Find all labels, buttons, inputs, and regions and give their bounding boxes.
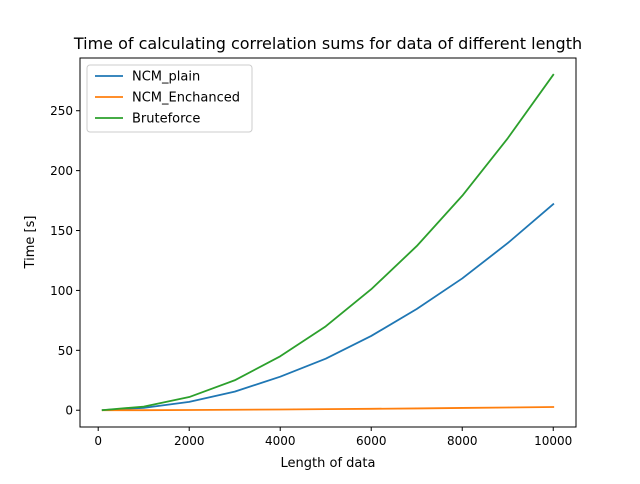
y-tick-label: 50 xyxy=(58,344,73,358)
plot-area-frame xyxy=(79,57,577,428)
y-axis-ticks: 0 50 100 150 200 250 xyxy=(50,104,80,418)
x-axis-ticks: 0 2000 4000 6000 8000 10000 xyxy=(94,427,572,448)
legend-label: Bruteforce xyxy=(132,112,200,127)
legend-box xyxy=(86,64,253,133)
x-tick-label: 2000 xyxy=(174,434,205,448)
y-axis-label: Time [s] xyxy=(23,216,38,270)
y-tick-label: 150 xyxy=(50,224,73,238)
series-line-ncm-enchanced xyxy=(101,406,555,412)
plot-series xyxy=(101,73,555,412)
legend-label: NCM_Enchanced xyxy=(132,91,240,106)
x-tick-label: 8000 xyxy=(447,434,478,448)
y-tick-label: 250 xyxy=(50,104,73,118)
y-tick-label: 200 xyxy=(50,164,73,178)
x-tick-label: 4000 xyxy=(265,434,296,448)
series-line-bruteforce xyxy=(101,73,555,412)
x-axis-label: Length of data xyxy=(281,456,376,471)
x-tick-label: 10000 xyxy=(534,434,572,448)
y-tick-label: 100 xyxy=(50,284,73,298)
series-line-ncm-plain xyxy=(101,202,555,412)
legend-label: NCM_plain xyxy=(132,70,200,85)
x-tick-label: 6000 xyxy=(356,434,387,448)
x-tick-label: 0 xyxy=(94,434,102,448)
y-tick-label: 0 xyxy=(65,404,73,418)
chart-legend: NCM_plain NCM_Enchanced Bruteforce xyxy=(86,64,253,133)
chart-title: Time of calculating correlation sums for… xyxy=(73,34,582,53)
